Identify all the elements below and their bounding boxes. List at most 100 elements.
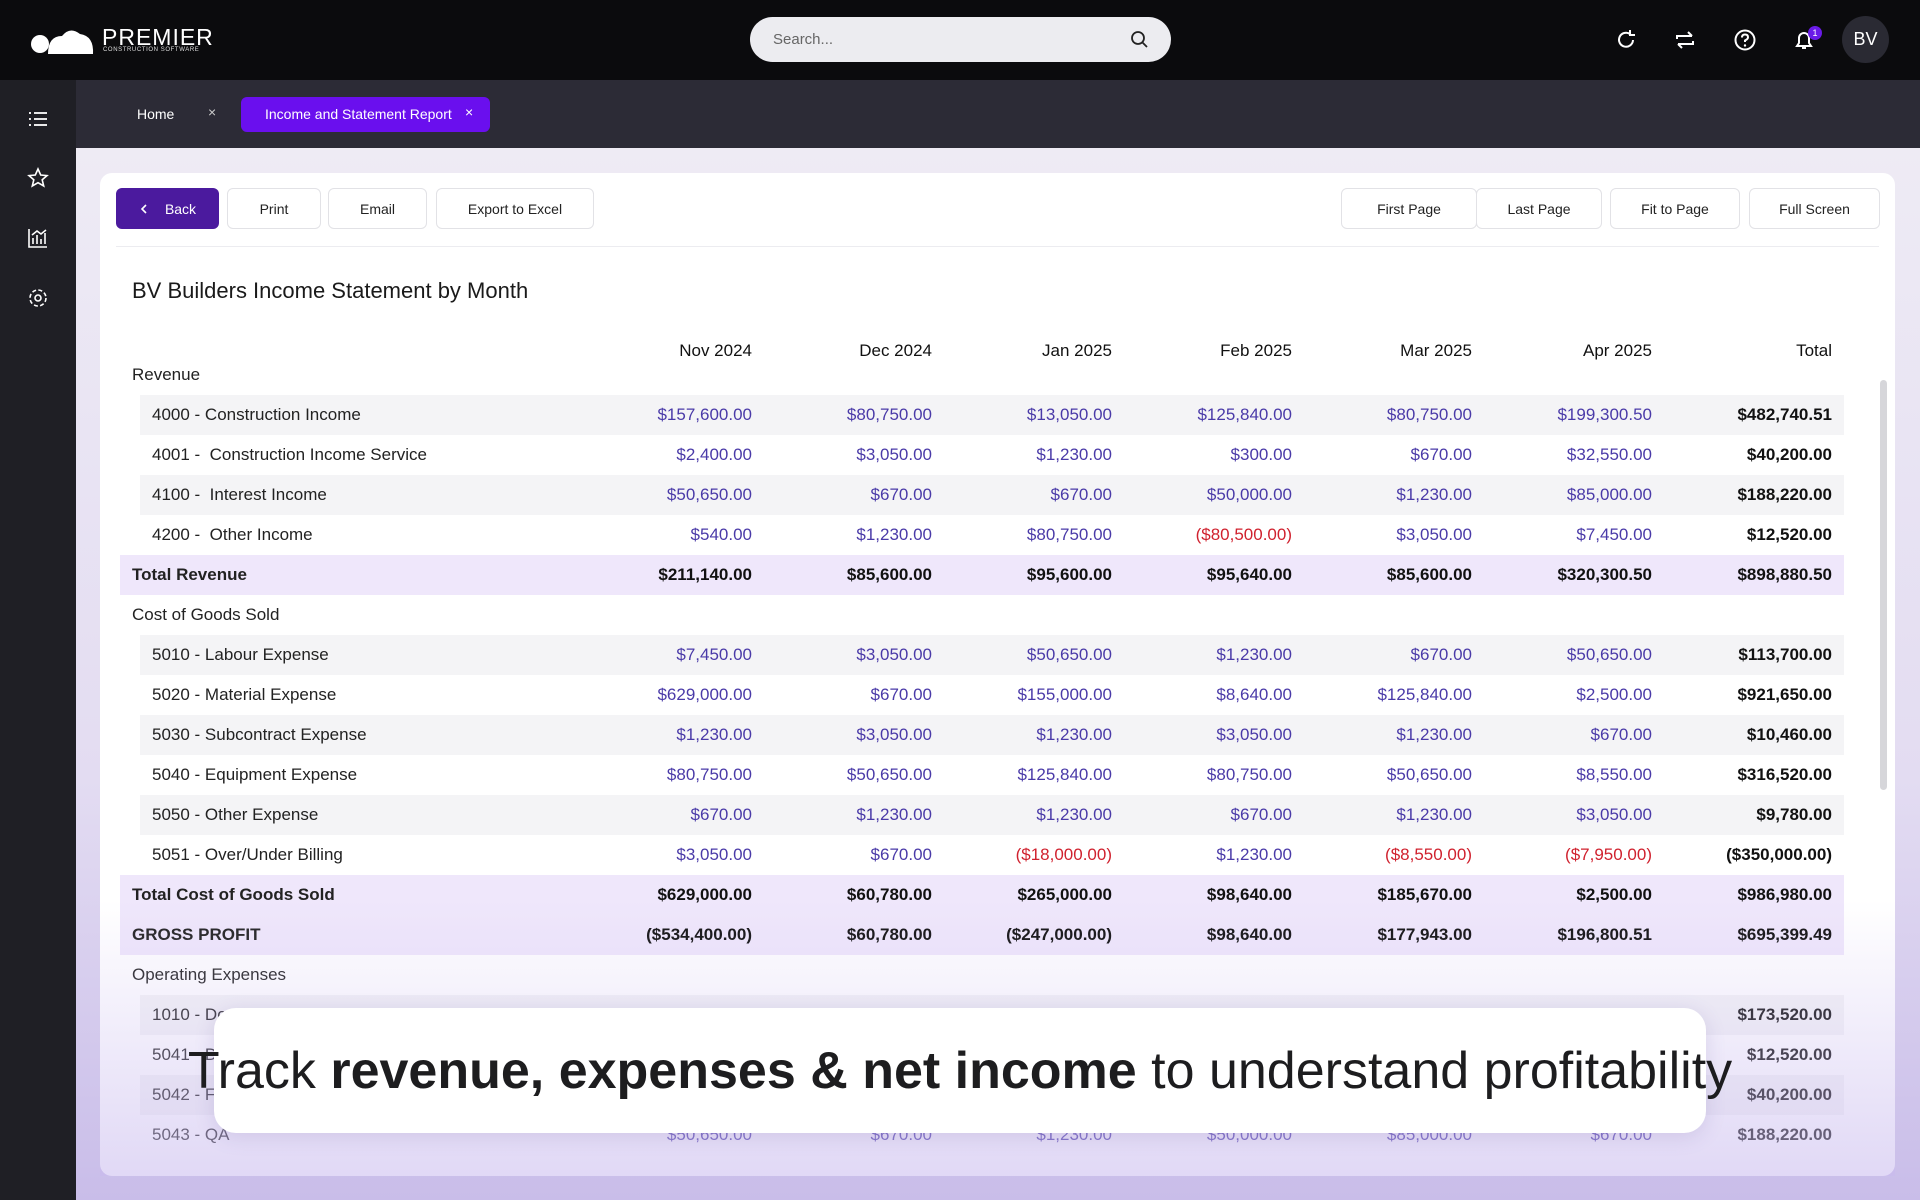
column-header: Total — [1796, 341, 1832, 360]
amount-cell: $50,650.00 — [666, 485, 752, 504]
favorites-icon[interactable] — [27, 167, 49, 189]
amount-cell: $320,300.50 — [1557, 565, 1652, 584]
caption-text: to understand profitability — [1136, 1041, 1733, 1100]
amount-cell: $3,050.00 — [1396, 525, 1472, 544]
back-button[interactable]: Back — [116, 188, 219, 229]
amount-cell: $1,230.00 — [1036, 805, 1112, 824]
reports-icon[interactable] — [27, 227, 49, 249]
toolbar-button[interactable]: Fit to Page — [1610, 188, 1740, 229]
row-label: 5040 - Equipment Expense — [152, 765, 358, 784]
tab-active[interactable]: Income and Statement Report × — [241, 97, 490, 132]
column-header: Apr 2025 — [1583, 341, 1652, 360]
sync-icon[interactable] — [1673, 28, 1697, 52]
amount-cell: $125,840.00 — [1197, 405, 1292, 424]
row-label: 4100 - Interest Income — [152, 485, 327, 504]
tab-close[interactable]: × — [465, 104, 474, 120]
toolbar-button[interactable]: Email — [328, 188, 427, 229]
row-label: Total Revenue — [132, 565, 247, 584]
amount-cell: $670.00 — [1590, 725, 1652, 744]
amount-cell: $50,650.00 — [846, 765, 932, 784]
amount-cell: $670.00 — [1230, 805, 1292, 824]
help-icon[interactable] — [1733, 28, 1757, 52]
amount-cell: $670.00 — [870, 685, 932, 704]
amount-cell: $196,800.51 — [1557, 925, 1652, 944]
scrollbar[interactable] — [1880, 380, 1887, 790]
menu-icon[interactable] — [27, 108, 49, 130]
amount-cell: $2,500.00 — [1576, 685, 1652, 704]
avatar[interactable]: BV — [1842, 16, 1889, 63]
row-label: GROSS PROFIT — [132, 925, 261, 944]
amount-cell: $670.00 — [1050, 485, 1112, 504]
amount-cell: $12,520.00 — [1746, 525, 1832, 544]
tab-close[interactable]: × — [208, 104, 217, 120]
amount-cell: $8,640.00 — [1216, 685, 1292, 704]
search-box[interactable]: Search... — [750, 17, 1171, 62]
column-header: Jan 2025 — [1042, 341, 1112, 360]
amount-cell: $80,750.00 — [666, 765, 752, 784]
toolbar-button[interactable]: Last Page — [1476, 188, 1602, 229]
amount-cell: ($247,000.00) — [1006, 925, 1112, 944]
row-label: 5020 - Material Expense — [152, 685, 337, 704]
amount-cell: $2,400.00 — [676, 445, 752, 464]
amount-cell: $113,700.00 — [1738, 645, 1832, 664]
amount-cell: ($18,000.00) — [1015, 845, 1112, 864]
amount-cell: ($80,500.00) — [1195, 525, 1292, 544]
row-label: 5010 - Labour Expense — [152, 645, 329, 664]
amount-cell: $482,740.51 — [1737, 405, 1832, 424]
amount-cell: $50,000.00 — [1206, 485, 1292, 504]
sidebar — [0, 80, 76, 1200]
amount-cell: $80,750.00 — [846, 405, 932, 424]
amount-cell: $3,050.00 — [1576, 805, 1652, 824]
amount-cell: $177,943.00 — [1377, 925, 1472, 944]
row-label: 5050 - Other Expense — [152, 805, 319, 824]
amount-cell: $8,550.00 — [1576, 765, 1652, 784]
amount-cell: $50,650.00 — [1386, 765, 1472, 784]
amount-cell: $3,050.00 — [676, 845, 752, 864]
tab-bar: Home × Income and Statement Report × — [76, 80, 1920, 148]
amount-cell: ($7,950.00) — [1565, 845, 1652, 864]
amount-cell: $1,230.00 — [1036, 445, 1112, 464]
refresh-icon[interactable] — [1614, 28, 1638, 52]
toolbar-button[interactable]: First Page — [1341, 188, 1477, 229]
logo-text: PREMIER — [102, 24, 214, 50]
amount-cell: $188,220.00 — [1737, 485, 1832, 504]
row-label: 4200 - Other Income — [152, 525, 313, 544]
top-bar: PREMIER CONSTRUCTION SOFTWARE Search... … — [0, 0, 1920, 80]
amount-cell: $1,230.00 — [1396, 805, 1472, 824]
amount-cell: $629,000.00 — [657, 885, 752, 904]
tab-home[interactable]: Home — [137, 106, 175, 122]
amount-cell: $199,300.50 — [1557, 405, 1652, 424]
section-label: Cost of Goods Sold — [132, 605, 280, 624]
toolbar-button[interactable]: Export to Excel — [436, 188, 594, 229]
row-label: 4001 - Construction Income Service — [152, 445, 427, 464]
amount-cell: $1,230.00 — [856, 525, 932, 544]
amount-cell: $32,550.00 — [1566, 445, 1652, 464]
notification-badge: 1 — [1808, 26, 1822, 40]
amount-cell: $670.00 — [690, 805, 752, 824]
amount-cell: $80,750.00 — [1026, 525, 1112, 544]
amount-cell: $157,600.00 — [657, 405, 752, 424]
report-title: BV Builders Income Statement by Month — [132, 278, 529, 303]
amount-cell: $95,600.00 — [1026, 565, 1112, 584]
column-header: Dec 2024 — [859, 341, 932, 360]
amount-cell: $629,000.00 — [657, 685, 752, 704]
amount-cell: $9,780.00 — [1756, 805, 1832, 824]
amount-cell: $670.00 — [1410, 645, 1472, 664]
amount-cell: $300.00 — [1230, 445, 1292, 464]
amount-cell: $80,750.00 — [1206, 765, 1292, 784]
toolbar-button[interactable]: Print — [227, 188, 321, 229]
bell-icon[interactable] — [1792, 28, 1816, 52]
amount-cell: $1,230.00 — [856, 805, 932, 824]
row-background — [140, 795, 1844, 835]
amount-cell: $2,500.00 — [1576, 885, 1652, 904]
amount-cell: $60,780.00 — [846, 885, 932, 904]
column-header: Feb 2025 — [1220, 341, 1292, 360]
row-background — [140, 475, 1844, 515]
amount-cell: $3,050.00 — [1216, 725, 1292, 744]
settings-icon[interactable] — [27, 287, 49, 309]
toolbar-button[interactable]: Full Screen — [1749, 188, 1880, 229]
amount-cell: $10,460.00 — [1746, 725, 1832, 744]
logo-icon — [31, 30, 94, 54]
amount-cell: $1,230.00 — [1216, 845, 1292, 864]
